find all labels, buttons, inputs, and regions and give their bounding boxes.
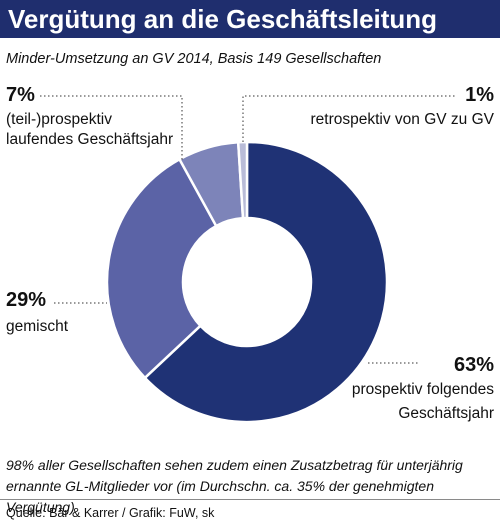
label-teil-prospektiv-line1: (teil-)prospektiv [6,111,112,128]
pct-gemischt: 29% [6,289,47,311]
leader-lines [40,95,455,364]
slice-retrospektiv [236,140,249,220]
footnote: 98% aller Gesellschaften sehen zudem ein… [6,457,463,515]
pct-prospektiv-folgendes: 63% [453,354,494,376]
slice-gemischt [105,157,218,380]
label-gemischt-line1: gemischt [6,318,69,335]
label-retrospektiv: 1% retrospektiv von GV zu GV [311,84,495,130]
label-prospektiv-folgendes: 63% prospektiv folgendes Geschäftsjahr [352,354,494,424]
label-teil-prospektiv-line2: laufendes Geschäftsjahr [6,131,174,148]
slice-prospektiv-folgendes [143,140,389,424]
label-prospektiv-folgendes-line2: Geschäftsjahr [398,405,494,422]
pct-teil-prospektiv: 7% [6,84,35,106]
chart-title: Vergütung an die Geschäftsleitung [0,0,500,38]
chart-subtitle: Minder-Umsetzung an GV 2014, Basis 149 G… [6,51,382,67]
divider [0,499,500,500]
label-gemischt: 29% gemischt [6,289,68,337]
donut-slices [105,140,389,424]
label-prospektiv-folgendes-line1: prospektiv folgendes [351,381,494,398]
pct-retrospektiv: 1% [465,84,494,106]
label-teil-prospektiv: 7% (teil-)prospektiv laufendes Geschäfts… [6,84,173,150]
label-retrospektiv-line1: retrospektiv von GV zu GV [310,111,495,128]
source-credit: Quelle: Bär & Karrer / Grafik: FuW, sk [6,506,215,520]
